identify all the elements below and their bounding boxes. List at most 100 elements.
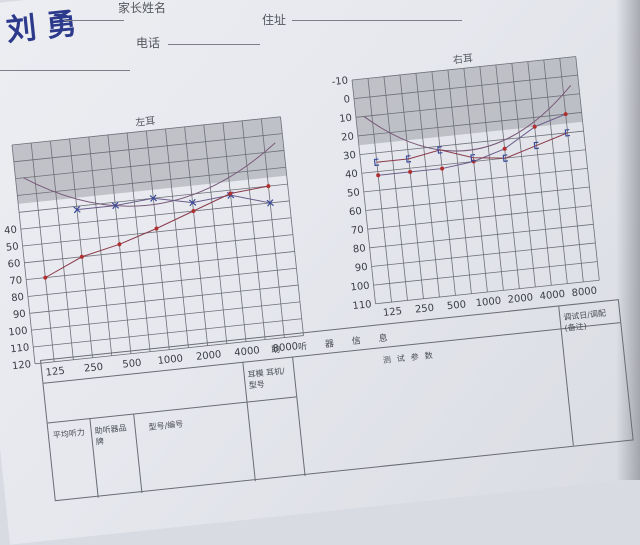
grid-line-v bbox=[49, 140, 74, 360]
data-point-circle bbox=[79, 254, 84, 259]
col-average-hearing: 平均听力 bbox=[52, 427, 86, 441]
paper-edge-shadow bbox=[616, 0, 640, 480]
data-point-circle bbox=[376, 173, 381, 178]
y-tick-label: 50 bbox=[347, 187, 361, 199]
y-tick-label: 60 bbox=[349, 206, 363, 218]
chart-title: 右耳 bbox=[452, 51, 473, 66]
y-tick-label: 110 bbox=[10, 342, 30, 355]
grid-line-h bbox=[13, 133, 283, 163]
grid-line-v bbox=[88, 136, 113, 356]
x-tick-label: 500 bbox=[122, 358, 142, 371]
data-point-circle bbox=[502, 146, 507, 151]
grid-line-h bbox=[373, 261, 598, 286]
grid-line-h bbox=[20, 200, 290, 230]
x-tick-label: 4000 bbox=[234, 345, 260, 359]
grid-line-h bbox=[359, 130, 584, 155]
data-point-circle bbox=[563, 112, 568, 117]
data-point-bracket bbox=[564, 128, 570, 137]
data-point-x bbox=[266, 199, 274, 207]
grid-line-h bbox=[353, 74, 578, 100]
data-point-x bbox=[111, 201, 120, 210]
phone-underline bbox=[168, 44, 260, 45]
handwritten-name: 刘 勇 bbox=[4, 6, 79, 49]
data-point-bracket bbox=[405, 155, 412, 163]
x-tick-label: 4000 bbox=[539, 289, 565, 303]
grid-line-h bbox=[33, 318, 302, 348]
y-tick-label: 20 bbox=[341, 131, 355, 143]
data-point-bracket bbox=[502, 154, 509, 162]
grid-line-v bbox=[222, 122, 247, 342]
left-ear-audiogram: 左耳 125 250 500 1000 2000 4000 8000 40 50 60 70 80 90 1… bbox=[4, 114, 304, 379]
x-tick-label: 1000 bbox=[475, 296, 501, 310]
y-tick-label: 80 bbox=[11, 292, 25, 304]
x-tick-label: 1000 bbox=[157, 353, 183, 367]
grid-line-h bbox=[11, 116, 281, 146]
x-tick-label: 250 bbox=[84, 362, 104, 375]
x-tick-label: 2000 bbox=[195, 349, 221, 363]
grid-line-h bbox=[34, 335, 304, 365]
grid-line-h bbox=[26, 251, 295, 281]
grid-line-v bbox=[69, 138, 93, 358]
y-tick-label: 100 bbox=[8, 326, 28, 339]
grid-line-h bbox=[31, 301, 301, 331]
grid-line-v bbox=[145, 130, 170, 350]
data-point-circle bbox=[532, 124, 537, 129]
plot-group: 右耳 125 250 500 1000 2000 4000 8000 -10 0 10 20 30 40 5… bbox=[331, 51, 600, 319]
y-tick-label: 110 bbox=[352, 299, 372, 312]
data-point-x bbox=[188, 198, 197, 207]
grid-line-h bbox=[22, 217, 292, 247]
field-underline bbox=[0, 70, 130, 71]
data-point-bracket bbox=[470, 153, 476, 162]
y-tick-label: 90 bbox=[13, 309, 27, 321]
grid-line-h bbox=[357, 112, 582, 137]
grid-line-h bbox=[15, 150, 285, 180]
x-tick-label: 125 bbox=[45, 366, 65, 379]
phone-label: 电话 bbox=[136, 36, 161, 50]
data-point-circle bbox=[43, 275, 48, 280]
grid-line-h bbox=[351, 56, 576, 81]
grid-line-h bbox=[363, 167, 588, 193]
grid-line-v bbox=[260, 118, 285, 338]
y-tick-label: 100 bbox=[350, 281, 370, 294]
grid-line-h bbox=[375, 279, 600, 305]
data-point-circle bbox=[117, 242, 122, 247]
grid-line-v bbox=[30, 142, 55, 362]
col-ear-mold: 耳模 耳机/型号 bbox=[247, 366, 286, 391]
x-tick-label: 250 bbox=[414, 303, 434, 316]
data-point-bracket bbox=[437, 146, 443, 154]
col-brand: 助听器品牌 bbox=[94, 423, 128, 447]
grid-line-h bbox=[355, 93, 580, 118]
grid-line-h bbox=[369, 223, 594, 249]
grid-line-v bbox=[126, 132, 151, 352]
chart-title: 左耳 bbox=[135, 114, 156, 129]
y-tick-label: 40 bbox=[4, 225, 18, 237]
y-tick-label: 10 bbox=[339, 113, 353, 125]
y-tick-label: 70 bbox=[9, 275, 23, 287]
data-point-x bbox=[73, 205, 81, 214]
grid-line-v bbox=[184, 126, 209, 346]
y-tick-label: 80 bbox=[352, 243, 366, 255]
data-point-circle bbox=[440, 166, 445, 171]
series-line bbox=[76, 194, 271, 211]
y-tick-label: 70 bbox=[351, 225, 365, 237]
grid-line-v bbox=[280, 116, 304, 336]
x-tick-label: 8000 bbox=[571, 286, 597, 300]
x-tick-label: 125 bbox=[383, 306, 403, 319]
y-tick-label: 90 bbox=[354, 262, 368, 274]
x-tick-label: 500 bbox=[446, 299, 466, 312]
grid-line-h bbox=[367, 205, 592, 230]
data-point-circle bbox=[191, 209, 196, 214]
parent-name-label: 家长姓名 bbox=[118, 1, 167, 15]
speech-banana-arc bbox=[363, 84, 572, 152]
speech-banana-arc bbox=[23, 142, 276, 207]
test-params-label: 测试参数 bbox=[382, 350, 440, 366]
data-point-x bbox=[149, 194, 158, 202]
col-model: 型号/编号 bbox=[148, 419, 184, 432]
plot-group: 左耳 125 250 500 1000 2000 4000 8000 40 50 60 70 80 90 1… bbox=[4, 114, 304, 379]
series-line bbox=[376, 132, 568, 163]
data-point-bracket bbox=[373, 158, 380, 167]
grid-line-h bbox=[17, 166, 286, 196]
y-tick-label: 60 bbox=[7, 258, 21, 270]
address-underline bbox=[292, 20, 462, 21]
data-point-bracket bbox=[533, 141, 540, 150]
